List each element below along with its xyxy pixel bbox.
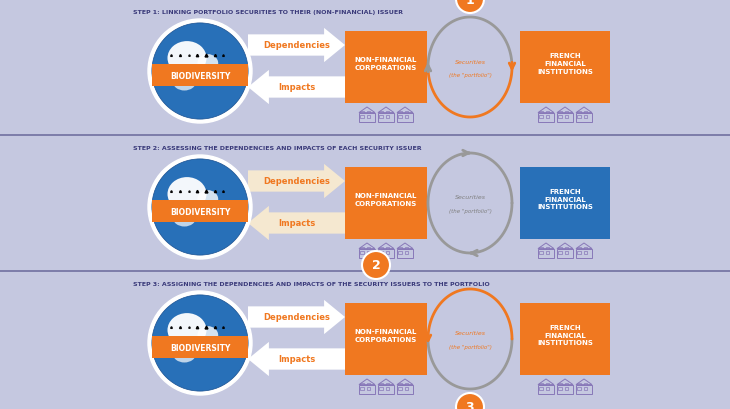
Text: Securities: Securities: [455, 195, 485, 200]
Polygon shape: [248, 300, 345, 334]
Text: (the "portfolio"): (the "portfolio"): [448, 209, 491, 214]
FancyBboxPatch shape: [520, 303, 610, 375]
Circle shape: [456, 393, 484, 409]
FancyBboxPatch shape: [520, 32, 610, 104]
Polygon shape: [248, 207, 345, 240]
Text: 2: 2: [372, 259, 380, 272]
FancyBboxPatch shape: [345, 32, 427, 104]
Ellipse shape: [173, 73, 196, 91]
FancyBboxPatch shape: [152, 65, 248, 87]
FancyBboxPatch shape: [345, 168, 427, 239]
Polygon shape: [248, 342, 345, 376]
Ellipse shape: [167, 178, 207, 211]
Circle shape: [148, 155, 252, 259]
Text: (the "portfolio"): (the "portfolio"): [448, 345, 491, 350]
Ellipse shape: [197, 55, 218, 73]
Ellipse shape: [167, 313, 207, 347]
Text: Dependencies: Dependencies: [263, 313, 330, 322]
Text: Dependencies: Dependencies: [263, 41, 330, 50]
Text: Impacts: Impacts: [278, 83, 315, 92]
Ellipse shape: [152, 295, 248, 391]
Ellipse shape: [152, 24, 248, 120]
FancyBboxPatch shape: [345, 303, 427, 375]
Circle shape: [148, 20, 252, 124]
Text: Impacts: Impacts: [278, 355, 315, 364]
Text: Securities: Securities: [455, 59, 485, 64]
Ellipse shape: [197, 191, 218, 209]
Text: STEP 3: ASSIGNING THE DEPENDENCIES AND IMPACTS OF THE SECURITY ISSUERS TO THE PO: STEP 3: ASSIGNING THE DEPENDENCIES AND I…: [133, 281, 490, 286]
Text: STEP 2: ASSESSING THE DEPENDENCIES AND IMPACTS OF EACH SECURITY ISSUER: STEP 2: ASSESSING THE DEPENDENCIES AND I…: [133, 146, 422, 151]
Ellipse shape: [152, 160, 248, 256]
Polygon shape: [248, 164, 345, 199]
Text: NON-FINANCIAL
CORPORATIONS: NON-FINANCIAL CORPORATIONS: [355, 57, 417, 71]
Circle shape: [456, 0, 484, 14]
Circle shape: [148, 291, 252, 395]
Text: FRENCH
FINANCIAL
INSTITUTIONS: FRENCH FINANCIAL INSTITUTIONS: [537, 53, 593, 74]
Text: NON-FINANCIAL
CORPORATIONS: NON-FINANCIAL CORPORATIONS: [355, 328, 417, 342]
FancyBboxPatch shape: [520, 168, 610, 239]
Text: 3: 3: [466, 400, 474, 409]
Polygon shape: [248, 29, 345, 63]
Circle shape: [362, 252, 390, 279]
Ellipse shape: [167, 42, 207, 76]
Ellipse shape: [173, 344, 196, 363]
Text: Securities: Securities: [455, 331, 485, 336]
Text: BIODIVERSITY: BIODIVERSITY: [170, 72, 230, 81]
Text: Impacts: Impacts: [278, 219, 315, 228]
Ellipse shape: [173, 209, 196, 227]
Text: 1: 1: [466, 0, 474, 7]
FancyBboxPatch shape: [152, 201, 248, 222]
Ellipse shape: [197, 326, 218, 344]
Text: STEP 1: LINKING PORTFOLIO SECURITIES TO THEIR (NON-FINANCIAL) ISSUER: STEP 1: LINKING PORTFOLIO SECURITIES TO …: [133, 10, 403, 15]
Text: (the "portfolio"): (the "portfolio"): [448, 73, 491, 78]
Text: NON-FINANCIAL
CORPORATIONS: NON-FINANCIAL CORPORATIONS: [355, 193, 417, 206]
Text: BIODIVERSITY: BIODIVERSITY: [170, 343, 230, 352]
FancyBboxPatch shape: [152, 337, 248, 358]
Text: FRENCH
FINANCIAL
INSTITUTIONS: FRENCH FINANCIAL INSTITUTIONS: [537, 325, 593, 346]
Text: FRENCH
FINANCIAL
INSTITUTIONS: FRENCH FINANCIAL INSTITUTIONS: [537, 189, 593, 210]
Text: BIODIVERSITY: BIODIVERSITY: [170, 207, 230, 216]
Text: Dependencies: Dependencies: [263, 177, 330, 186]
Polygon shape: [248, 71, 345, 105]
